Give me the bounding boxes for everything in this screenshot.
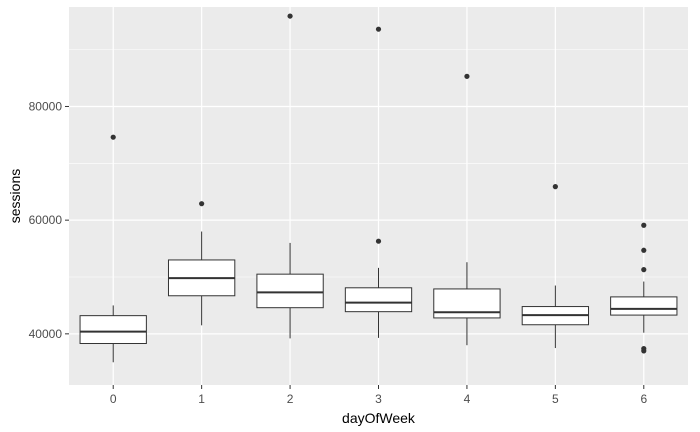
outlier-point <box>552 184 558 190</box>
box-group-4 <box>433 73 501 346</box>
outlier-point <box>375 238 382 244</box>
outlier-point <box>464 73 470 79</box>
x-axis-title: dayOfWeek <box>342 410 416 426</box>
boxes-layer <box>79 13 678 363</box>
y-tick-label: 80000 <box>29 99 63 113</box>
x-tick-label: 4 <box>464 392 471 406</box>
y-tick-label: 40000 <box>29 327 63 341</box>
x-tick-label: 6 <box>640 392 647 406</box>
box-iqr <box>344 287 413 313</box>
outlier-point <box>641 267 647 273</box>
y-axis-title: sessions <box>7 169 23 223</box>
box-group-1 <box>167 201 236 326</box>
y-tick-label: 60000 <box>29 213 63 227</box>
x-tick-label: 1 <box>198 392 205 406</box>
box-group-6 <box>610 222 678 354</box>
box-group-2 <box>256 13 324 339</box>
box-iqr <box>610 296 678 316</box>
outlier-point <box>199 201 205 207</box>
x-axis: 0 1 2 3 4 5 6 <box>110 385 647 406</box>
outlier-point <box>375 26 382 32</box>
box-group-5 <box>521 184 590 349</box>
x-tick-label: 0 <box>110 392 117 406</box>
box-iqr <box>79 315 147 345</box>
outlier-point <box>641 346 647 352</box>
box-group-0 <box>79 134 147 363</box>
x-tick-label: 3 <box>375 392 382 406</box>
y-axis: 40000 60000 80000 <box>29 99 69 341</box>
outlier-point <box>287 13 293 19</box>
x-tick-label: 5 <box>552 392 559 406</box>
box-iqr <box>256 273 324 309</box>
outlier-point <box>110 134 116 140</box>
outlier-point <box>641 247 647 253</box>
box-iqr <box>433 288 501 319</box>
x-tick-label: 2 <box>287 392 294 406</box>
box-group-3 <box>344 26 413 338</box>
outlier-point <box>641 222 647 228</box>
